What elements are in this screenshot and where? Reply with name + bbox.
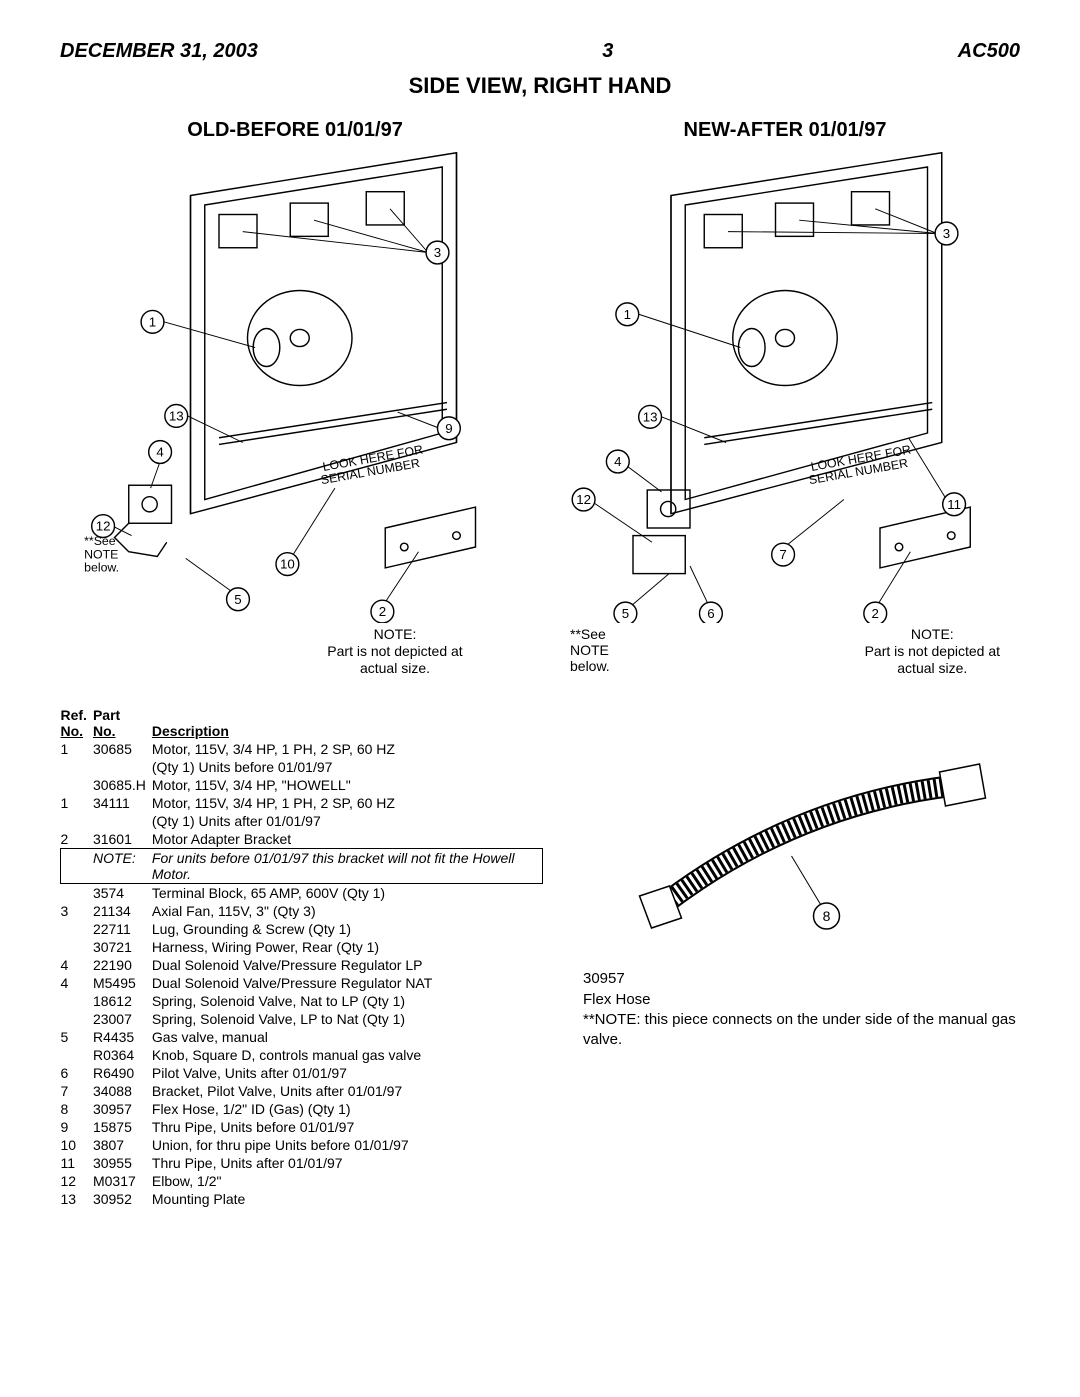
table-row: 321134Axial Fan, 115V, 3" (Qty 3): [61, 902, 543, 920]
svg-text:12: 12: [96, 519, 111, 534]
svg-text:5: 5: [234, 592, 241, 607]
old-diagram-svg: LOOK HERE FOR SERIAL NUMBER 1 3 13 9 4 1…: [60, 148, 530, 623]
table-row: 22711Lug, Grounding & Screw (Qty 1): [61, 920, 543, 938]
header-page: 3: [602, 40, 613, 63]
table-row: NOTE:For units before 01/01/97 this brac…: [61, 849, 543, 884]
svg-text:13: 13: [169, 408, 184, 423]
header-date: DECEMBER 31, 2003: [60, 40, 258, 63]
diagram-old-title: OLD-BEFORE 01/01/97: [60, 119, 530, 142]
col-part: PartNo.: [93, 706, 152, 740]
table-row: 134111Motor, 115V, 3/4 HP, 1 PH, 2 SP, 6…: [61, 794, 543, 812]
col-desc: Description: [152, 706, 543, 740]
svg-text:4: 4: [614, 454, 621, 469]
svg-text:2: 2: [872, 606, 879, 621]
table-row: R0364Knob, Square D, controls manual gas…: [61, 1046, 543, 1064]
table-row: 231601Motor Adapter Bracket: [61, 830, 543, 849]
table-row: 23007Spring, Solenoid Valve, LP to Nat (…: [61, 1010, 543, 1028]
diagram-new-title: NEW-AFTER 01/01/97: [550, 119, 1020, 142]
new-size-note: NOTE:Part is not depicted atactual size.: [865, 626, 1000, 676]
diagram-new: NEW-AFTER 01/01/97: [550, 119, 1020, 676]
svg-text:1: 1: [624, 307, 631, 322]
flex-hose-detail: 8 30957 Flex Hose **NOTE: this piece con…: [583, 706, 1020, 1208]
table-row: 30685.HMotor, 115V, 3/4 HP, "HOWELL": [61, 776, 543, 794]
table-row: 1330952Mounting Plate: [61, 1190, 543, 1208]
hose-note: **NOTE: this piece connects on the under…: [583, 1010, 1020, 1051]
table-row: 422190Dual Solenoid Valve/Pressure Regul…: [61, 956, 543, 974]
table-row: 3574Terminal Block, 65 AMP, 600V (Qty 1): [61, 884, 543, 903]
table-row: 734088Bracket, Pilot Valve, Units after …: [61, 1082, 543, 1100]
hose-name: Flex Hose: [583, 990, 1020, 1010]
svg-text:13: 13: [643, 409, 658, 424]
svg-text:12: 12: [576, 492, 591, 507]
svg-text:1: 1: [149, 314, 156, 329]
old-size-note: NOTE:Part is not depicted atactual size.: [260, 626, 530, 676]
svg-text:7: 7: [779, 547, 786, 562]
main-title: SIDE VIEW, RIGHT HAND: [60, 73, 1020, 99]
table-row: 5R4435Gas valve, manual: [61, 1028, 543, 1046]
svg-text:3: 3: [943, 226, 950, 241]
table-row: (Qty 1) Units before 01/01/97: [61, 758, 543, 776]
page-header: DECEMBER 31, 2003 3 AC500: [60, 40, 1020, 63]
new-see-note: **SeeNOTEbelow.: [570, 626, 610, 676]
table-row: 830957Flex Hose, 1/2" ID (Gas) (Qty 1): [61, 1100, 543, 1118]
svg-text:6: 6: [707, 606, 714, 621]
svg-text:11: 11: [947, 497, 961, 512]
svg-text:4: 4: [156, 445, 163, 460]
table-row: 1130955Thru Pipe, Units after 01/01/97: [61, 1154, 543, 1172]
svg-text:5: 5: [622, 606, 629, 621]
table-row: 130685Motor, 115V, 3/4 HP, 1 PH, 2 SP, 6…: [61, 740, 543, 758]
svg-text:3: 3: [434, 245, 441, 260]
svg-text:10: 10: [280, 557, 295, 572]
hose-part-no: 30957: [583, 969, 1020, 989]
col-ref: Ref.No.: [61, 706, 93, 740]
svg-text:**See: **See: [84, 534, 116, 548]
table-row: 18612Spring, Solenoid Valve, Nat to LP (…: [61, 992, 543, 1010]
svg-text:NOTE:: NOTE:: [333, 622, 371, 624]
svg-text:below.: below.: [84, 561, 119, 575]
svg-text:8: 8: [823, 908, 831, 924]
table-row: (Qty 1) Units after 01/01/97: [61, 812, 543, 830]
table-row: 915875Thru Pipe, Units before 01/01/97: [61, 1118, 543, 1136]
table-row: 103807Union, for thru pipe Units before …: [61, 1136, 543, 1154]
svg-text:2: 2: [379, 604, 386, 619]
table-row: 30721Harness, Wiring Power, Rear (Qty 1): [61, 938, 543, 956]
table-row: 4M5495Dual Solenoid Valve/Pressure Regul…: [61, 974, 543, 992]
table-row: 12M0317Elbow, 1/2": [61, 1172, 543, 1190]
table-row: 6R6490Pilot Valve, Units after 01/01/97: [61, 1064, 543, 1082]
parts-table: Ref.No. PartNo. Description 130685Motor,…: [60, 706, 543, 1208]
svg-text:NOTE: NOTE: [84, 547, 118, 561]
flex-hose-svg: 8: [583, 746, 1020, 966]
diagram-old: OLD-BEFORE 01/01/97: [60, 119, 530, 676]
new-diagram-svg: LOOK HERE FOR SERIAL NUMBER 1 3 13 4 12 …: [550, 148, 1020, 623]
svg-text:9: 9: [445, 421, 452, 436]
header-model: AC500: [958, 40, 1020, 63]
